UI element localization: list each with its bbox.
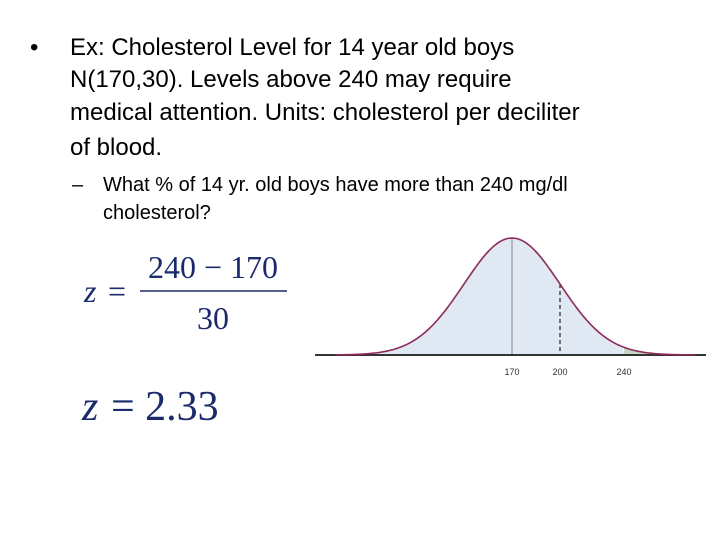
formula-result: = 2.33 <box>111 384 219 430</box>
curve-label: 170 <box>504 367 519 377</box>
sub-bullet-line: What % of 14 yr. old boys have more than… <box>103 174 568 196</box>
bullet-line: of blood. <box>70 134 162 161</box>
bullet-marker: • <box>30 34 38 61</box>
formula-variable: z <box>83 273 97 309</box>
sub-bullet-line: cholesterol? <box>103 202 211 224</box>
normal-curve <box>315 237 706 356</box>
formula-numerator: 240 − 170 <box>148 249 278 285</box>
bullet-line: N(170,30). Levels above 240 may require <box>70 66 512 93</box>
bullet-line: medical attention. Units: cholesterol pe… <box>70 99 580 126</box>
curve-line <box>334 237 696 356</box>
tail-area <box>624 347 695 355</box>
formula-variable: z <box>81 384 98 430</box>
curve-label: 200 <box>552 367 567 377</box>
formula-denominator: 30 <box>197 300 229 336</box>
curve-label: 240 <box>616 367 631 377</box>
bullet-line: Ex: Cholesterol Level for 14 year old bo… <box>70 34 514 61</box>
formula-equals: = <box>108 273 126 309</box>
curve-area <box>335 238 624 355</box>
sub-bullet-marker: – <box>72 174 84 196</box>
